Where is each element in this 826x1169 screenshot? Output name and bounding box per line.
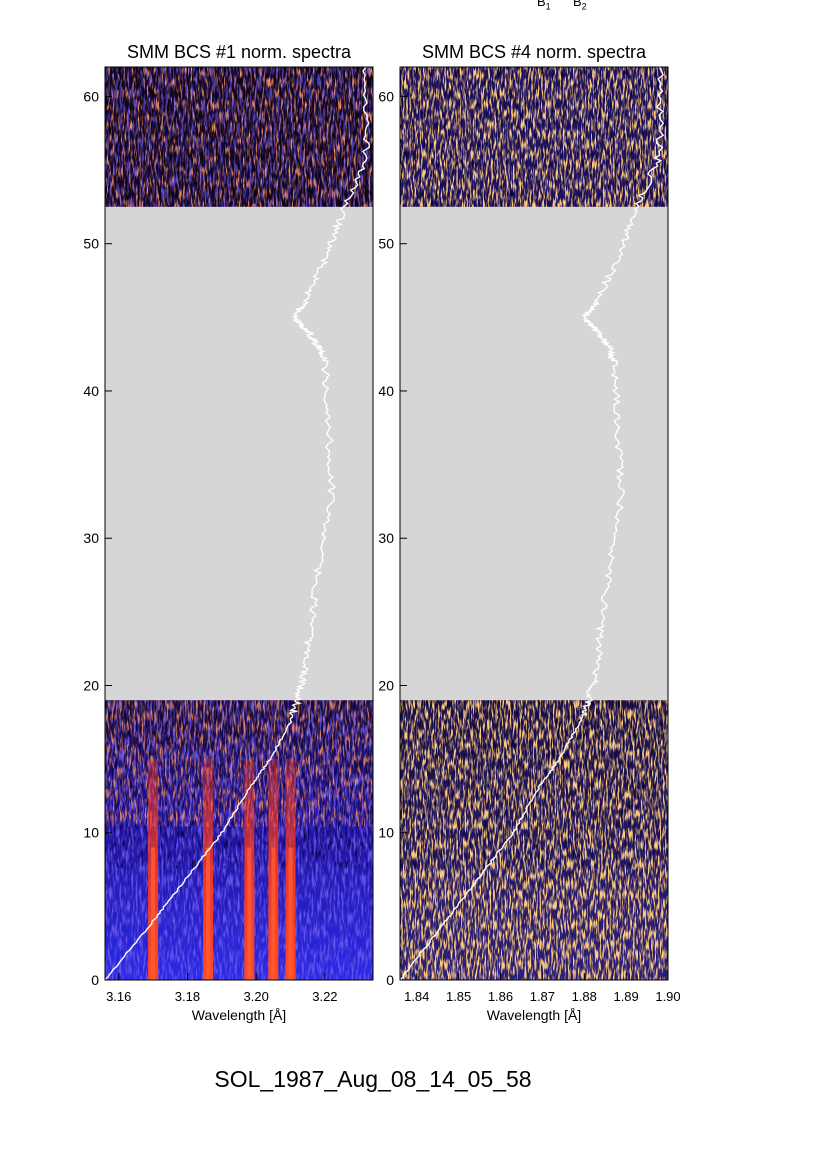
x-tick-label: 3.18: [175, 989, 200, 1004]
header-label-b2: B2: [573, 0, 587, 12]
y-tick-label: 60: [378, 88, 394, 104]
x-tick-label: 1.85: [446, 989, 471, 1004]
x-tick-label: 1.86: [488, 989, 513, 1004]
x-axis-label: Wavelength [Å]: [487, 1007, 581, 1023]
y-tick-label: 10: [378, 825, 394, 841]
panels-group: SMM BCS #1 norm. spectra 3.16 3.18 3.20 3.22…: [83, 42, 680, 1023]
y-tick-label: 40: [83, 383, 99, 399]
lightcurve-overlay-line: [400, 67, 665, 980]
y-tick-label: 60: [83, 88, 99, 104]
x-axis-label: Wavelength [Å]: [192, 1007, 286, 1023]
x-tick-label: 1.87: [530, 989, 555, 1004]
spectral-line-core-5: [288, 847, 293, 980]
y-tick-label: 50: [83, 236, 99, 252]
y-tick-label: 20: [378, 677, 394, 693]
y-tick-label: 30: [83, 530, 99, 546]
x-tick-label: 1.90: [655, 989, 680, 1004]
spectra-panel-bcs4: SMM BCS #4 norm. spectra 1.84 1.85 1.86 1.87…: [378, 42, 680, 1023]
y-tick-label: 40: [378, 383, 394, 399]
x-tick-label: 3.16: [106, 989, 131, 1004]
spectral-line-core-3: [247, 847, 252, 980]
lightcurve-overlay-line: [105, 67, 371, 980]
panel-frame: [104, 66, 374, 981]
data-gap-block: [105, 206, 373, 701]
x-tick-label: 3.22: [312, 989, 337, 1004]
figure-caption: SOL_1987_Aug_08_14_05_58: [214, 1066, 532, 1092]
y-tick-label: 30: [378, 530, 394, 546]
upper-spectra-dark-speckle: [400, 67, 668, 207]
y-tick-label: 10: [83, 825, 99, 841]
spectral-line-core-4: [271, 847, 276, 980]
x-tick-label: 1.88: [572, 989, 597, 1004]
panel-plot-area: [105, 67, 373, 980]
panel-title: SMM BCS #4 norm. spectra: [422, 42, 647, 62]
spectra-panel-bcs1: SMM BCS #1 norm. spectra 3.16 3.18 3.20 3.22…: [83, 42, 374, 1023]
x-tick-label: 1.89: [613, 989, 638, 1004]
spectral-line-core-2: [206, 847, 211, 980]
y-tick-label: 0: [91, 972, 99, 988]
upper-spectra-dark-speckle: [105, 67, 373, 207]
panel-frame: [399, 66, 669, 981]
header-label-b1: B1: [537, 0, 551, 12]
lower-spectra-dark-speckle: [400, 700, 668, 869]
y-tick-label: 50: [378, 236, 394, 252]
panel-plot-area: [400, 67, 668, 980]
lower-spectra-dark-speckle: [105, 700, 373, 869]
data-gap-block: [400, 206, 668, 701]
y-tick-label: 20: [83, 677, 99, 693]
x-tick-label: 3.20: [244, 989, 269, 1004]
panel-title: SMM BCS #1 norm. spectra: [127, 42, 352, 62]
spectral-line-core-1: [151, 847, 156, 980]
y-tick-label: 0: [386, 972, 394, 988]
x-tick-label: 1.84: [404, 989, 429, 1004]
